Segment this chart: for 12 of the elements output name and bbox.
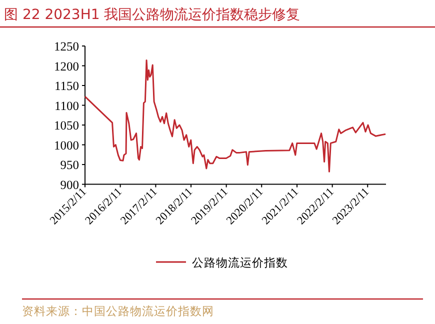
text: 资料来源：中国公路物流运价指数网 <box>22 304 214 318</box>
chart-title: 图 22 2023H1 我国公路物流运价指数稳步修复 <box>4 7 300 23</box>
y-tick-label: 950 <box>60 158 79 172</box>
y-tick-label: 1250 <box>54 40 79 54</box>
y-tick-label: 1200 <box>54 59 79 74</box>
legend-label: 公路物流运价指数 <box>192 256 288 270</box>
y-tick-label: 900 <box>60 178 79 192</box>
y-tick-label: 1100 <box>54 98 79 113</box>
y-tick-label: 1000 <box>54 138 79 152</box>
y-tick-label: 1150 <box>54 79 79 94</box>
y-tick-label: 1050 <box>54 118 79 133</box>
line-series <box>84 59 386 172</box>
